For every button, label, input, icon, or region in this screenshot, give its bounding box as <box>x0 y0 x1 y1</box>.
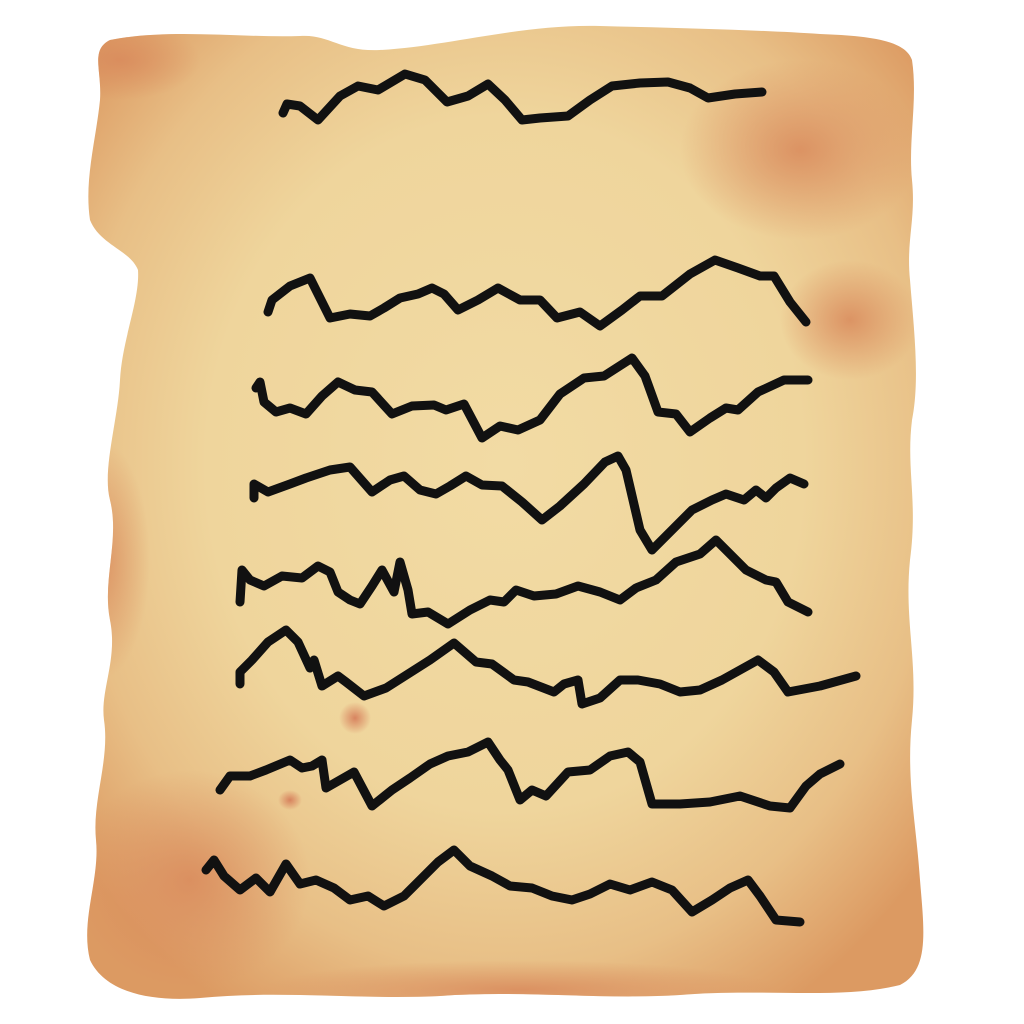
stain-bottom-left <box>87 770 310 990</box>
scribble-line-1 <box>278 69 767 125</box>
spot-mark <box>339 702 371 734</box>
stain-top-right <box>680 60 920 240</box>
spot-mark-small <box>278 790 302 810</box>
scribble-line-7 <box>215 737 845 813</box>
scribble-line-4 <box>249 451 809 555</box>
scribble-line-3 <box>251 353 813 443</box>
scribble-line-8 <box>201 845 805 927</box>
stain-top-left <box>87 25 200 100</box>
scribble-line-2 <box>263 255 811 331</box>
scribble-lines <box>201 69 861 927</box>
parchment-paper <box>87 25 924 999</box>
scribble-line-5 <box>235 535 813 629</box>
stain-bottom <box>260 960 780 999</box>
scribble-line-6 <box>235 625 861 709</box>
paper-stains <box>87 25 920 999</box>
stain-left <box>87 440 150 680</box>
stain-right <box>780 260 920 380</box>
